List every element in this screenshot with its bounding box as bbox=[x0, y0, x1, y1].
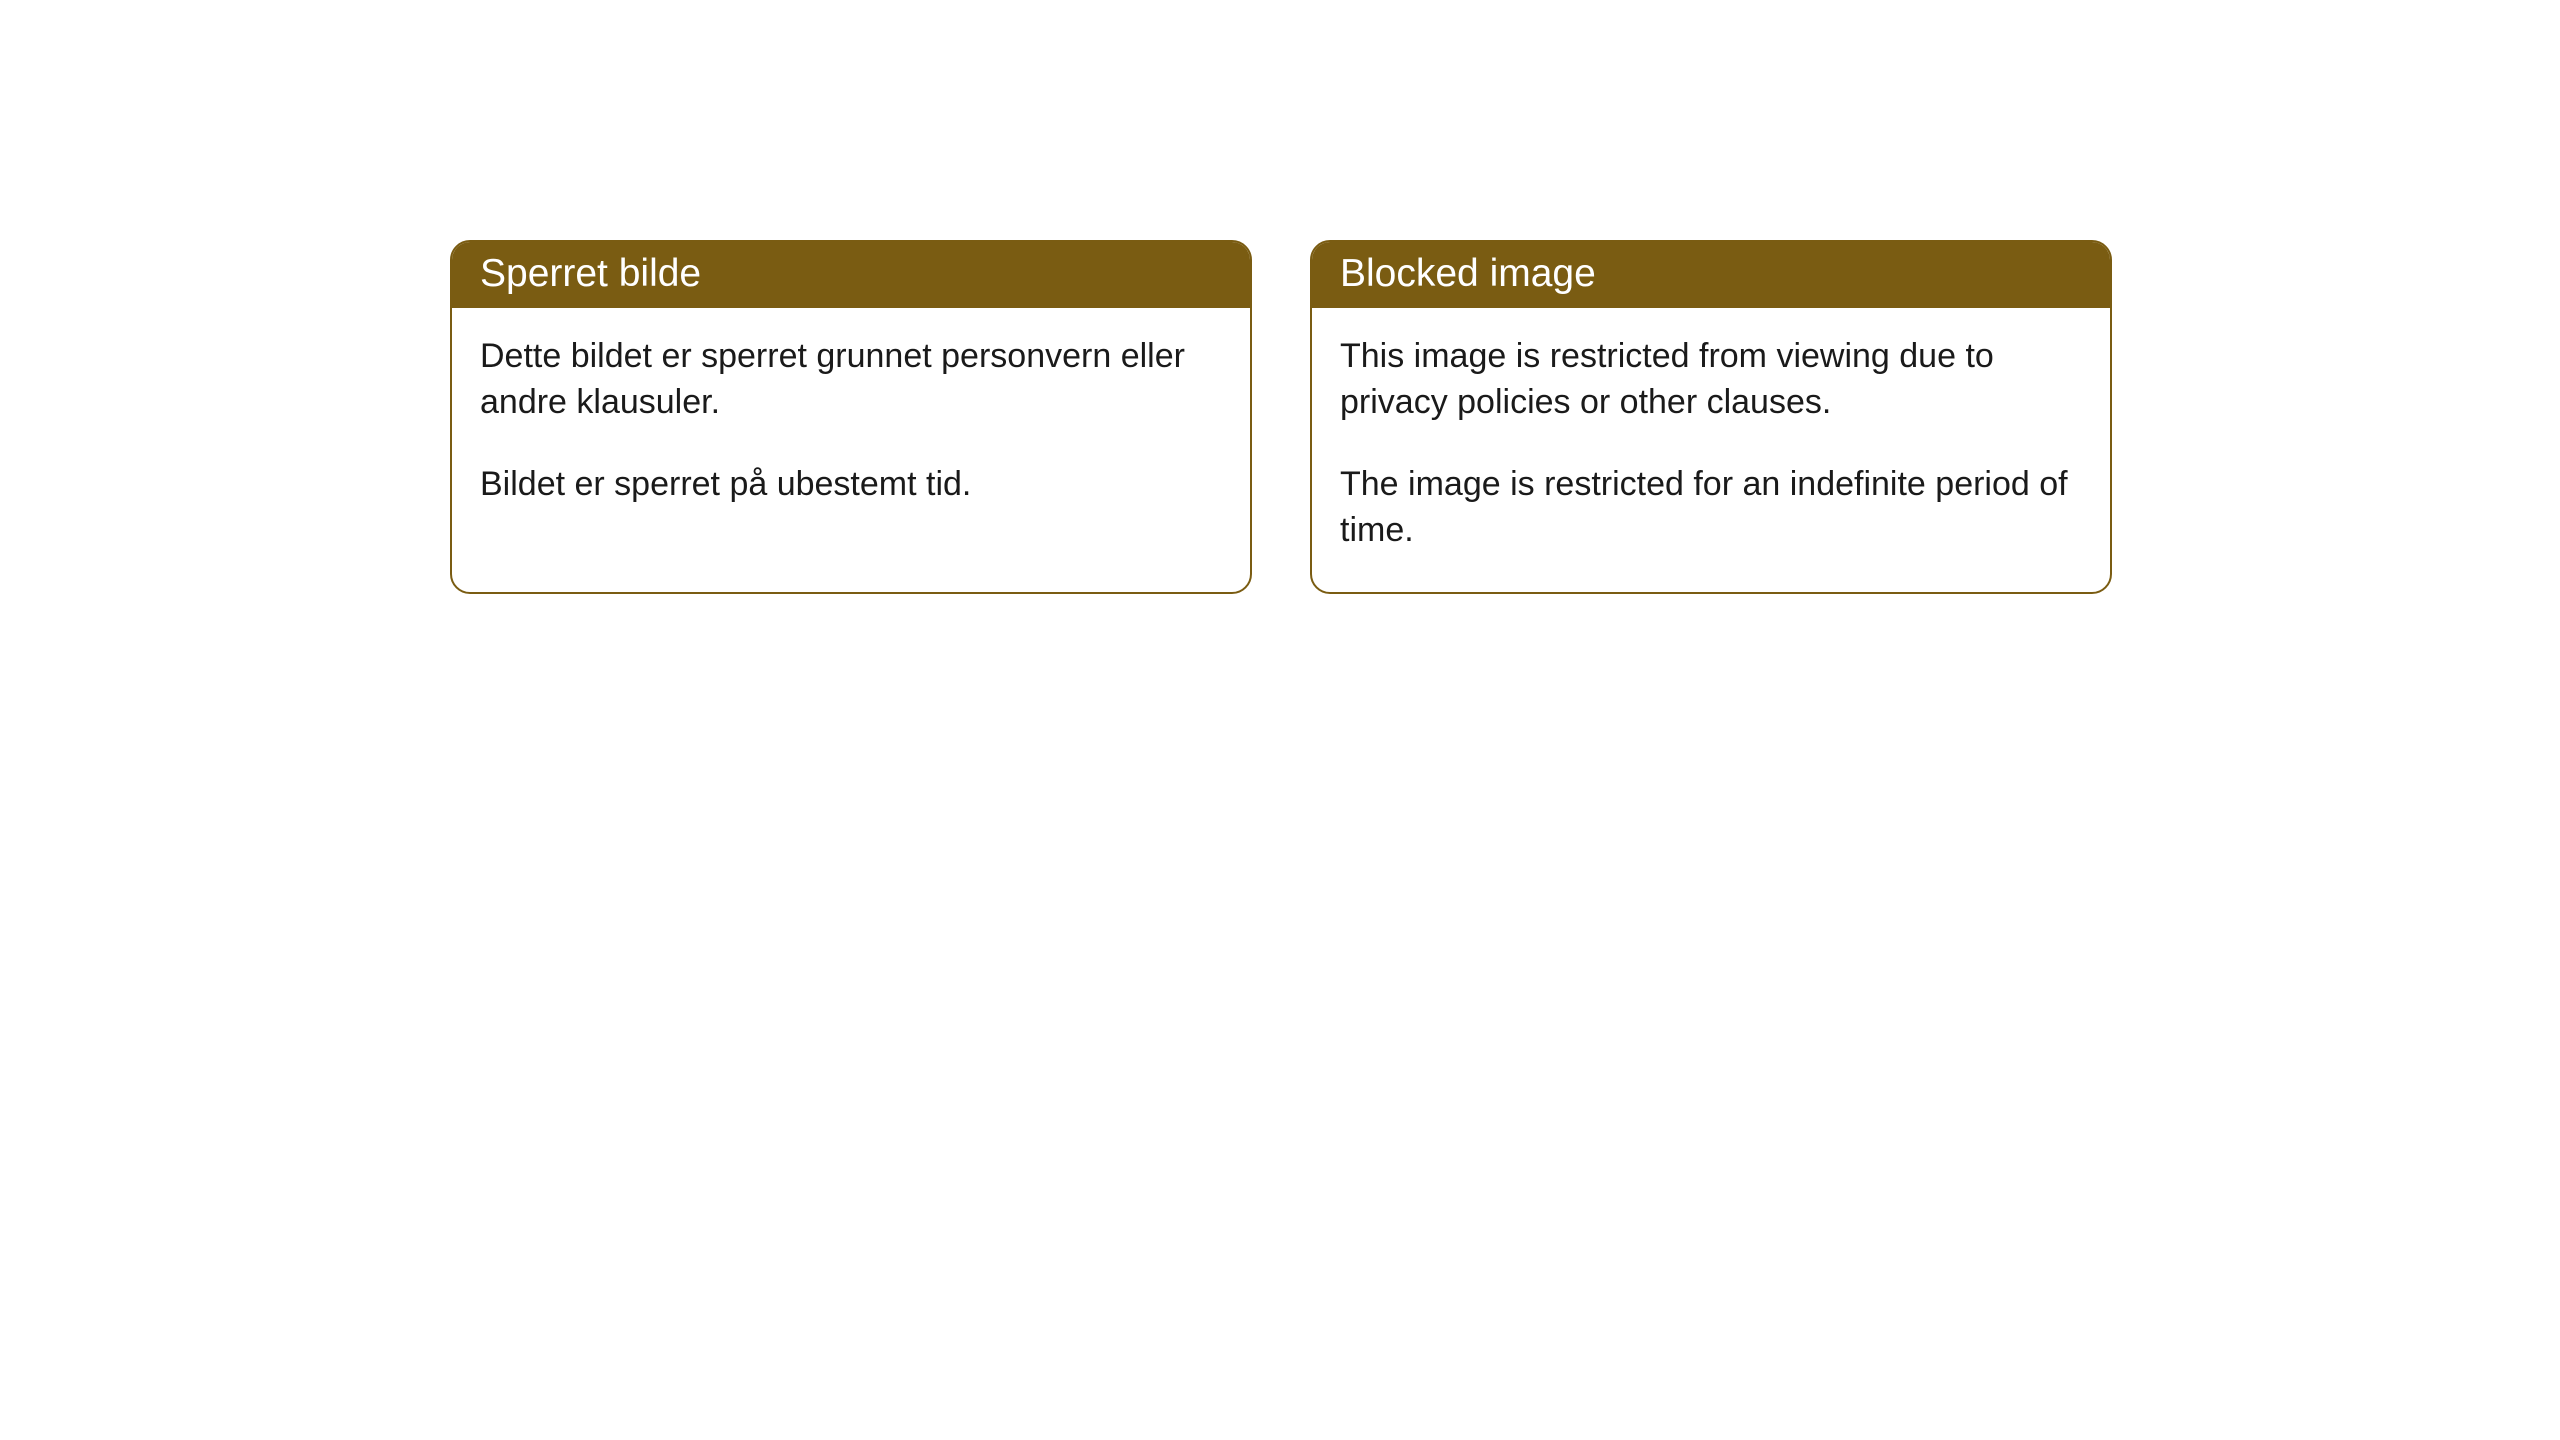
blocked-image-card-no: Sperret bilde Dette bildet er sperret gr… bbox=[450, 240, 1252, 594]
cards-container: Sperret bilde Dette bildet er sperret gr… bbox=[450, 240, 2560, 594]
card-title: Blocked image bbox=[1312, 242, 2110, 308]
card-paragraph: Bildet er sperret på ubestemt tid. bbox=[480, 462, 1222, 508]
card-paragraph: Dette bildet er sperret grunnet personve… bbox=[480, 334, 1222, 426]
card-body: Dette bildet er sperret grunnet personve… bbox=[452, 308, 1250, 546]
card-paragraph: The image is restricted for an indefinit… bbox=[1340, 462, 2082, 554]
blocked-image-card-en: Blocked image This image is restricted f… bbox=[1310, 240, 2112, 594]
card-body: This image is restricted from viewing du… bbox=[1312, 308, 2110, 592]
card-title: Sperret bilde bbox=[452, 242, 1250, 308]
card-paragraph: This image is restricted from viewing du… bbox=[1340, 334, 2082, 426]
